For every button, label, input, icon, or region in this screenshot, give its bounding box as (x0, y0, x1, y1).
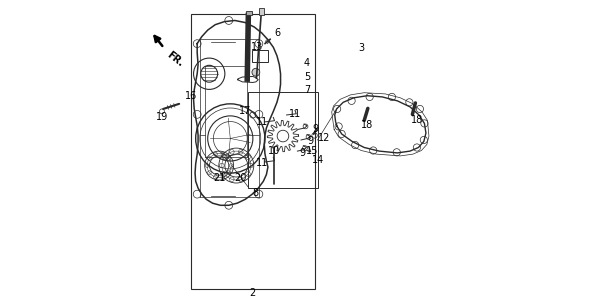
Text: 20: 20 (235, 173, 247, 183)
Text: 4: 4 (304, 57, 310, 68)
Text: 11: 11 (255, 117, 268, 127)
Text: 18: 18 (411, 115, 423, 126)
Text: 21: 21 (214, 173, 226, 183)
Text: 19: 19 (156, 112, 168, 123)
Bar (248, 92, 317, 188)
Text: 3: 3 (358, 43, 364, 53)
Bar (191, 14, 314, 289)
Bar (260, 8, 264, 15)
Text: 15: 15 (306, 146, 319, 156)
Text: 16: 16 (185, 91, 197, 101)
Text: 9: 9 (307, 136, 313, 147)
Bar (246, 11, 253, 15)
Text: 9: 9 (313, 124, 319, 135)
Bar (253, 50, 268, 62)
Text: 8: 8 (252, 188, 258, 198)
Text: 13: 13 (251, 42, 263, 52)
Text: 14: 14 (312, 155, 324, 165)
Text: 12: 12 (317, 133, 330, 144)
Circle shape (252, 68, 260, 76)
Text: 11: 11 (289, 109, 301, 119)
Text: 10: 10 (268, 145, 280, 156)
Text: 2: 2 (250, 288, 256, 299)
Text: FR.: FR. (165, 50, 185, 69)
Text: 18: 18 (361, 120, 373, 130)
Text: 7: 7 (304, 85, 310, 95)
Text: 6: 6 (274, 28, 280, 38)
Text: 5: 5 (304, 72, 310, 82)
Text: 11: 11 (255, 157, 268, 168)
Text: 9: 9 (300, 148, 306, 158)
Text: 17: 17 (239, 106, 251, 116)
